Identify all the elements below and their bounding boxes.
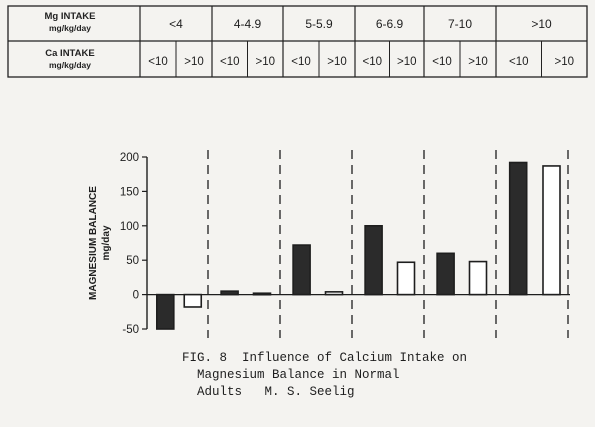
y-tick-label: 200 bbox=[120, 152, 139, 164]
ca-level-cell: >10 bbox=[397, 56, 417, 68]
mg-intake-unit: mg/kg/day bbox=[49, 23, 91, 33]
bar-ca-low bbox=[156, 293, 175, 330]
ca-level-cell: <10 bbox=[148, 56, 168, 68]
bar-ca-high bbox=[324, 291, 344, 296]
ca-level-cell: >10 bbox=[468, 56, 488, 68]
bar-ca-low bbox=[508, 161, 528, 296]
ca-level-cell: >10 bbox=[327, 56, 347, 68]
ca-level-cell: <10 bbox=[291, 56, 311, 68]
mg-group-header: 7-10 bbox=[448, 17, 472, 31]
ca-level-cell: <10 bbox=[509, 56, 529, 68]
bar-ca-high bbox=[542, 165, 561, 296]
ca-level-cell: >10 bbox=[554, 56, 574, 68]
mg-group-header: >10 bbox=[531, 17, 552, 31]
bar-ca-high bbox=[183, 293, 203, 308]
caption-line-3: Adults M. S. Seelig bbox=[197, 385, 355, 399]
bar-ca-low bbox=[364, 225, 383, 296]
ca-intake-unit: mg/kg/day bbox=[49, 60, 91, 70]
bar-ca-high bbox=[396, 261, 416, 296]
caption-line-1: FIG. 8 Influence of Calcium Intake on bbox=[182, 351, 468, 365]
y-axis-label: MAGNESIUM BALANCE bbox=[88, 186, 99, 300]
mg-group-header: 6-6.9 bbox=[376, 17, 404, 31]
y-tick-label: 150 bbox=[120, 186, 139, 198]
ca-level-cell: >10 bbox=[184, 56, 204, 68]
caption-line-2: Magnesium Balance in Normal bbox=[197, 368, 400, 382]
y-axis-unit: mg/day bbox=[101, 225, 112, 260]
bar-ca-high bbox=[468, 260, 488, 296]
mg-intake-label: Mg INTAKE bbox=[44, 11, 95, 22]
mg-group-header: 4-4.9 bbox=[234, 17, 262, 31]
ca-intake-label: Ca INTAKE bbox=[45, 48, 94, 59]
y-tick-label: 0 bbox=[133, 290, 139, 302]
bar-ca-low bbox=[220, 290, 239, 296]
mg-group-header: <4 bbox=[169, 17, 183, 31]
ca-level-cell: <10 bbox=[362, 56, 382, 68]
y-tick-label: -50 bbox=[122, 324, 139, 336]
y-tick-label: 50 bbox=[126, 255, 139, 267]
ca-level-cell: <10 bbox=[432, 56, 452, 68]
ca-level-cell: >10 bbox=[255, 56, 275, 68]
y-tick-label: 100 bbox=[120, 221, 139, 233]
figure-caption: FIG. 8 Influence of Calcium Intake on Ma… bbox=[182, 350, 482, 401]
mg-group-header: 5-5.9 bbox=[305, 17, 333, 31]
bar-ca-low bbox=[436, 252, 455, 296]
bar-ca-low bbox=[292, 244, 311, 296]
bar-ca-high bbox=[252, 292, 272, 296]
ca-level-cell: <10 bbox=[220, 56, 240, 68]
magnesium-balance-chart: -50 0 50 100 150 200 MAGNESIUM BALANCE mg/day bbox=[88, 150, 570, 338]
